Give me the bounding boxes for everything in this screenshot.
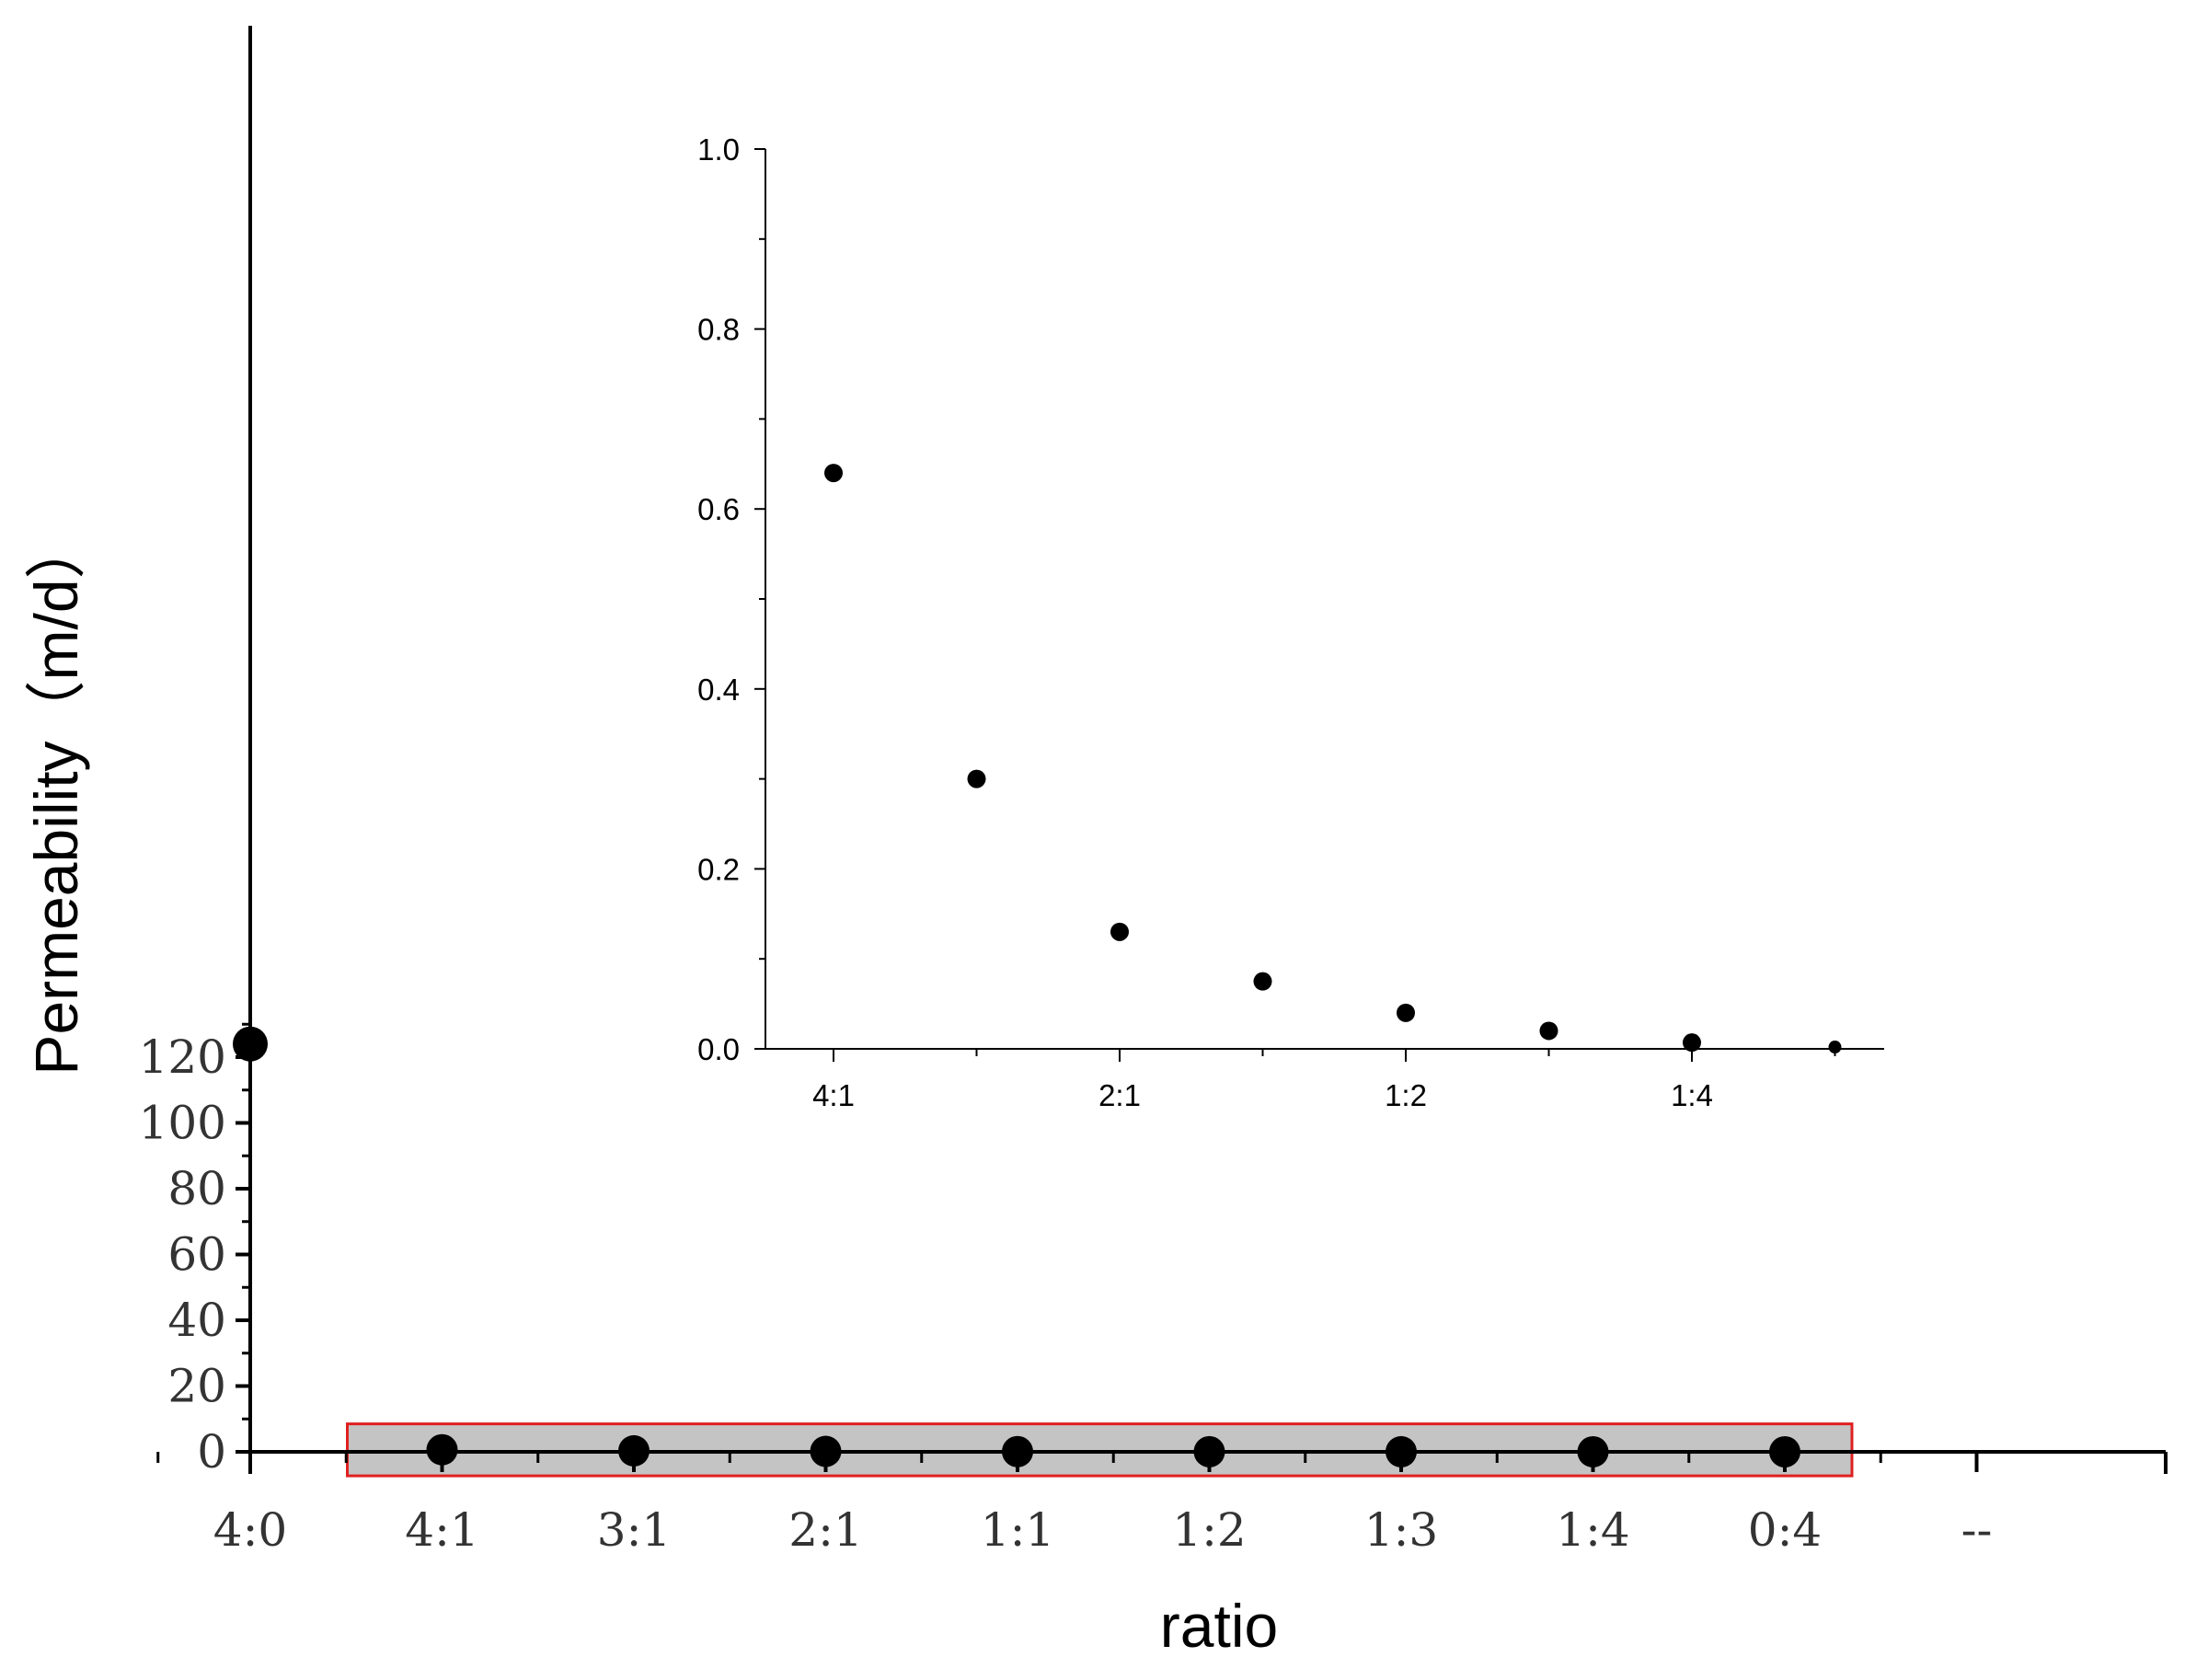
y-axis-title: Permeability（m/d） [22,518,90,1075]
y-tick-label: 60 [167,1228,226,1282]
inset-data-point [1828,1041,1842,1054]
data-point [618,1434,650,1467]
inset-data-point [1110,922,1129,941]
data-point [1769,1435,1800,1467]
inset-x-tick-label: 1:4 [1671,1078,1713,1112]
inset-y-tick-label: 1.0 [697,132,740,167]
inset-y-tick-label: 0.6 [697,492,740,526]
x-tick-label: 1:4 [1556,1503,1629,1557]
main-axes [156,26,2168,1474]
inset-data-points [824,464,1842,1054]
y-tick-label: 40 [167,1294,226,1347]
x-tick-label: 1:2 [1172,1503,1246,1557]
main-data-points [233,1026,1800,1467]
data-point [1193,1435,1225,1467]
y-tick-label: 0 [197,1425,226,1479]
inset-data-point [1397,1003,1415,1022]
y-tick-label: 20 [167,1360,226,1413]
data-point [1577,1435,1609,1467]
highlight-region [346,1422,1854,1478]
inset-y-tick-label: 0.2 [697,852,740,886]
data-point [426,1433,458,1466]
data-point [1386,1435,1417,1467]
x-tick-label: 2:1 [788,1503,862,1557]
inset-data-point [824,464,843,483]
x-tick-label: 4:0 [213,1503,287,1557]
inset-x-tick-label: 1:2 [1385,1078,1427,1112]
x-tick-label: 1:1 [981,1503,1054,1557]
inset-y-tick-label: 0.8 [697,313,740,347]
x-tick-label: 0:4 [1748,1503,1822,1557]
inset-data-point [1253,972,1272,991]
inset-x-tick-label: 2:1 [1098,1078,1141,1112]
y-tick-label: 80 [167,1162,226,1215]
main-tick-labels: 0 20 40 60 80 100 120 4:0 4:1 3:1 2:1 1:1 1:2 1:3 1:4 0… [139,1030,1993,1557]
inset-y-tick-label: 0.0 [697,1032,740,1066]
x-tick-label: 1:3 [1364,1503,1438,1557]
inset-x-tick-label: 4:1 [812,1078,855,1112]
x-tick-label: 3:1 [597,1503,671,1557]
x-tick-label: -- [1961,1503,1993,1557]
inset-axes [754,148,1884,1062]
inset-data-point [1683,1033,1701,1053]
inset-tick-labels: 0.0 0.2 0.4 0.6 0.8 1.0 4:1 2:1 1:2 1:4 [697,132,1713,1112]
data-point [810,1435,842,1467]
highlight-rect [346,1422,1854,1478]
inset-data-point [967,769,986,788]
y-tick-label: 100 [139,1097,226,1150]
inset-data-point [1539,1021,1558,1041]
x-axis-title: ratio [1160,1592,1278,1660]
x-tick-label: 4:1 [405,1503,478,1557]
y-tick-label: 120 [139,1030,226,1084]
data-point [1002,1435,1033,1467]
inset-y-tick-label: 0.4 [697,673,740,707]
inset-chart: 0.0 0.2 0.4 0.6 0.8 1.0 4:1 2:1 1:2 1:4 [697,132,1884,1112]
data-point [233,1026,268,1062]
